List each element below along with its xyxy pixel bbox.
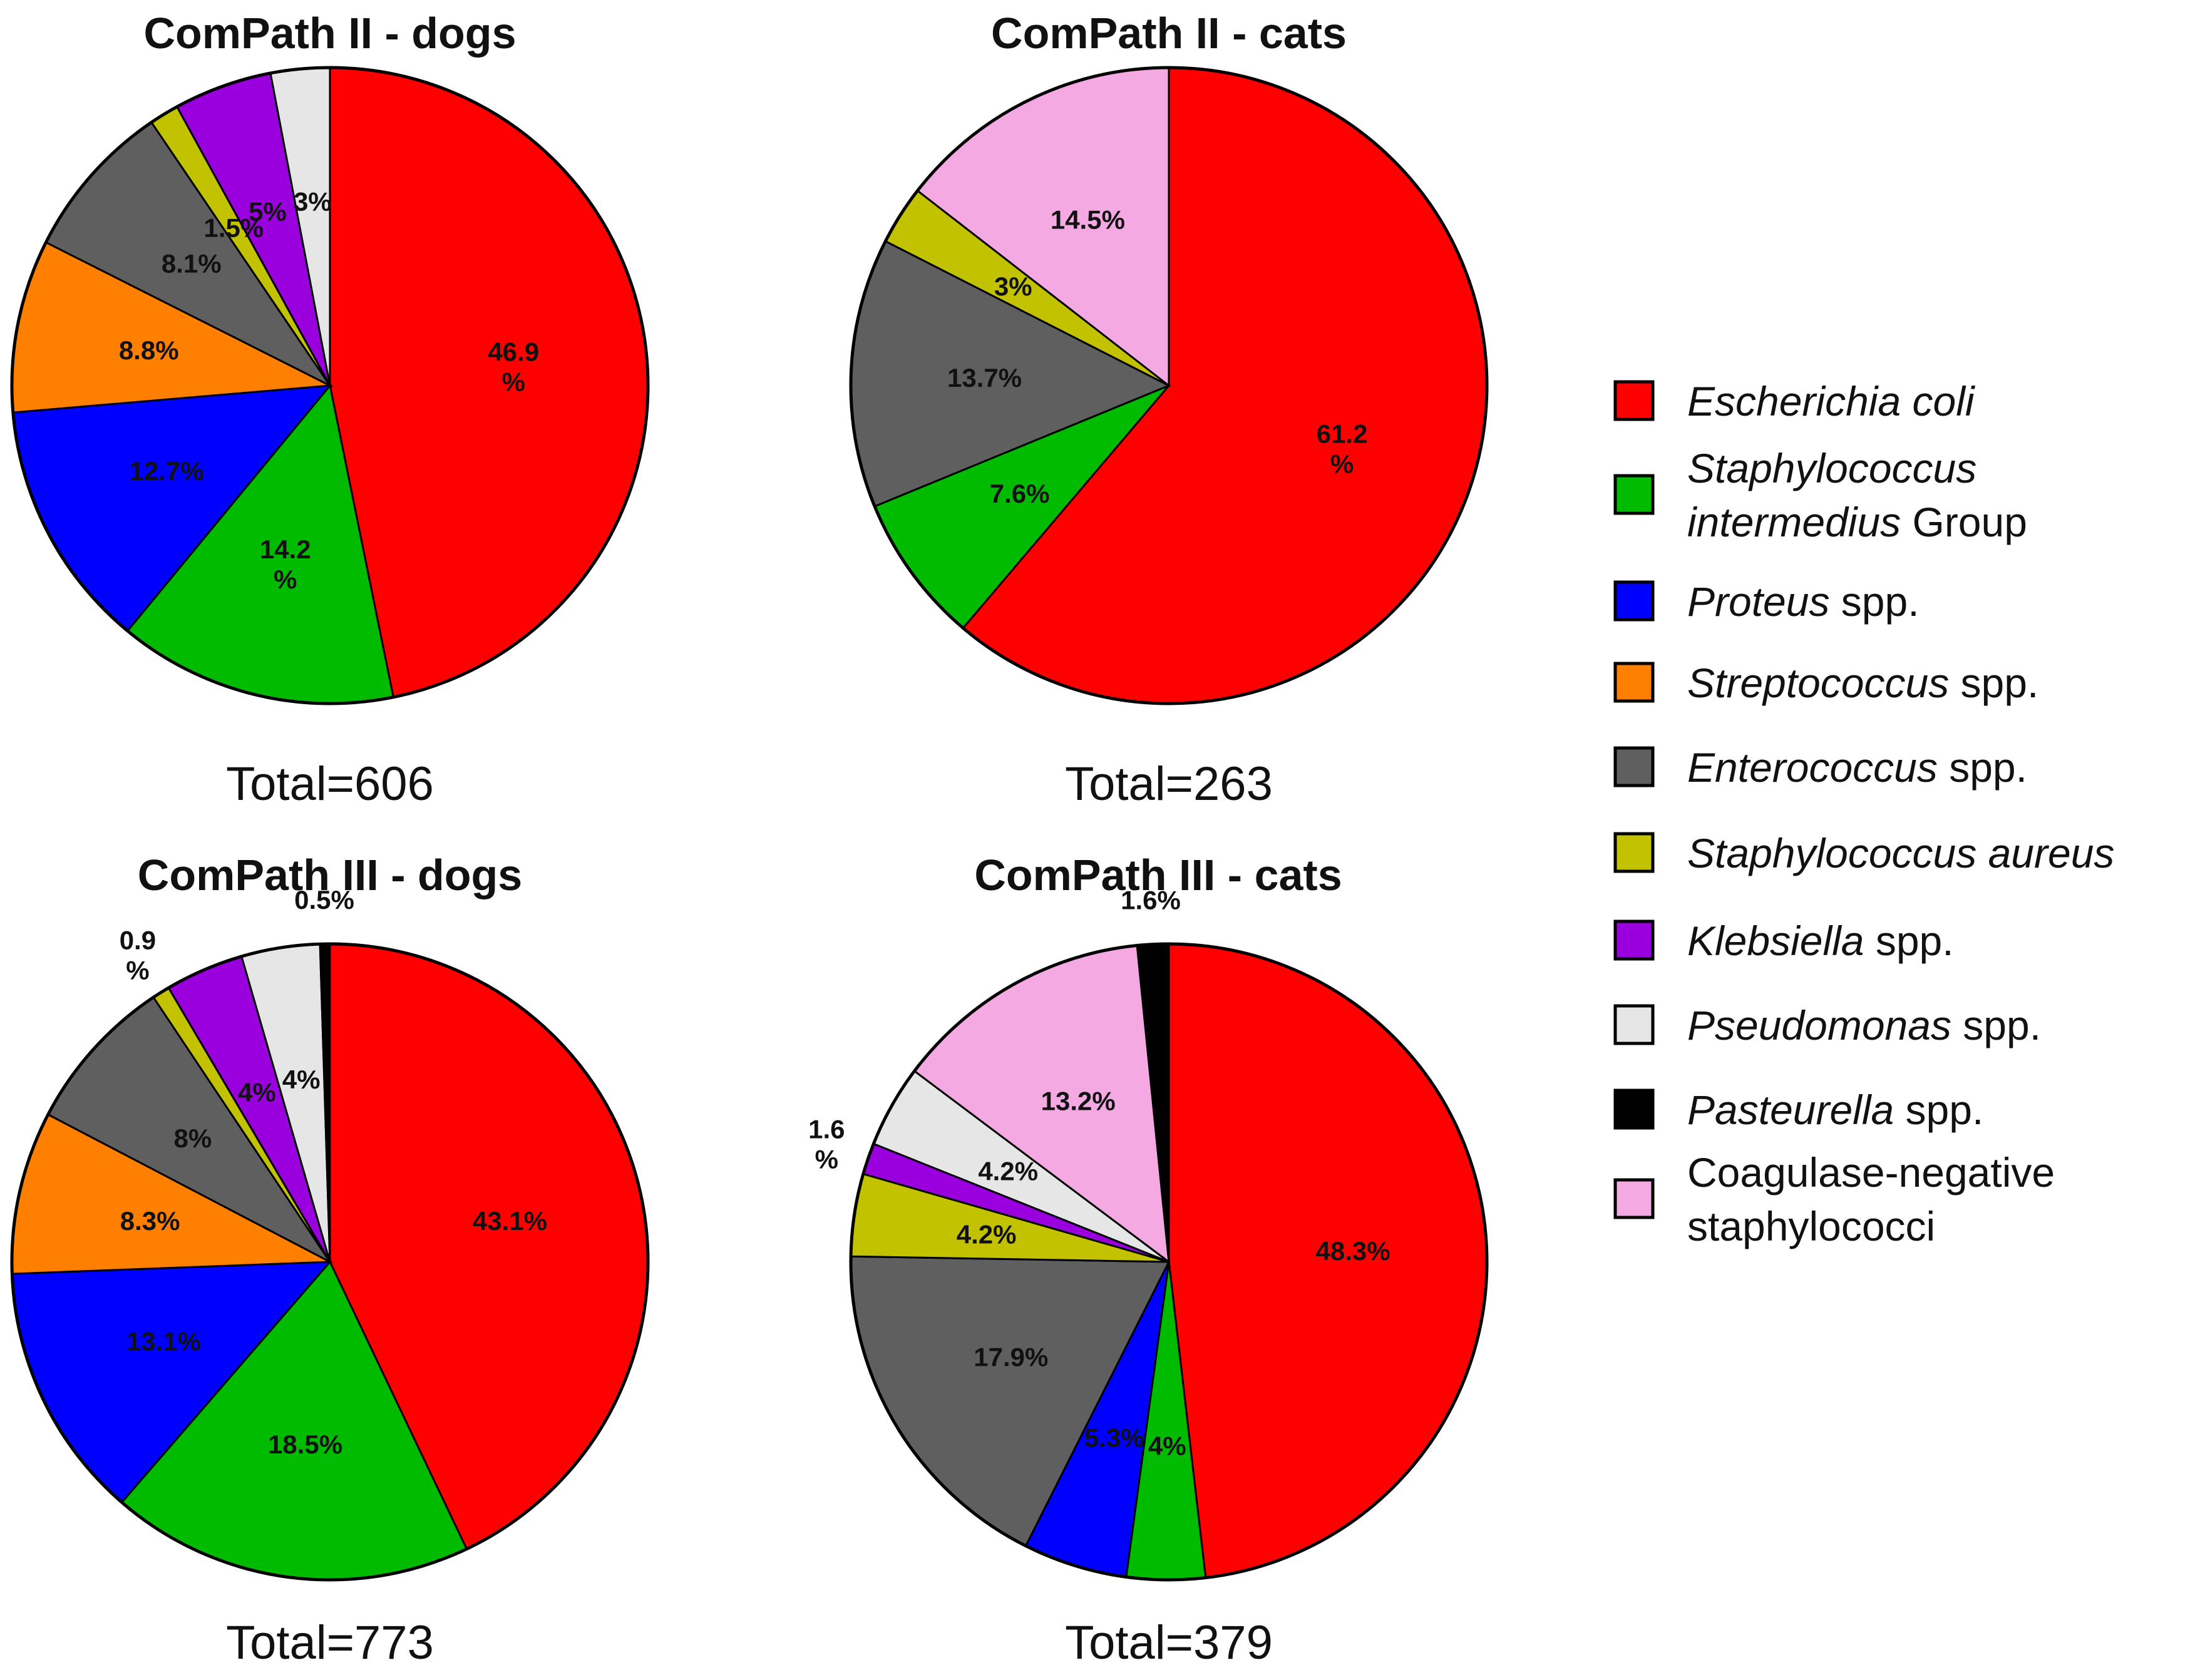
pie-slice-label: 3% [294,187,332,217]
legend-swatch [1613,580,1655,622]
legend-swatch [1613,746,1655,787]
pie-slice-label: 0.5% [294,885,354,914]
pie-slice-label: 46.9% [488,337,539,397]
pie-slice-label: 4% [238,1077,276,1107]
legend-label: Klebsiella spp. [1687,918,1954,964]
legend-item-staphylococcus-intermedius-group: Staphylococcus intermedius Group [1613,445,2027,545]
pie-slice-label: 5.3% [1084,1423,1144,1452]
legend-item-coagulase-negative-staphylococci: Coagulase-negative staphylococci [1613,1149,2055,1249]
legend-item-pasteurella-spp: Pasteurella spp. [1613,1087,1983,1133]
pie-slice-label: 0.9% [120,925,156,985]
legend-swatch [1613,919,1655,961]
pie-slice-label: 14.5% [1051,205,1125,234]
legend-swatch [1613,832,1655,873]
legend-label: Streptococcus spp. [1687,660,2038,706]
legend-label: Staphylococcus intermedius Group [1687,445,2027,545]
pie-total-label: Total=263 [1065,757,1273,811]
pie-slice-labels: 48.3% 4%5.3% 17.9% 4.2% 1.6% 4.2% 13.2% 1.6% [808,886,1390,1461]
pie-slice-label: 13.7% [947,363,1022,392]
pie-slice-labels: 61.2 % 7.6% 13.7% 3% 14.5% [947,205,1367,508]
legend-item-pseudomonas-spp: Pseudomonas spp. [1613,1002,2041,1048]
pie-slice-label: 8.3% [120,1206,180,1236]
pie-outline [849,66,1489,705]
legend-item-streptococcus-spp: Streptococcus spp. [1613,660,2038,706]
legend-swatch [1613,1088,1655,1130]
pie-slice-label: 4.2% [957,1219,1017,1249]
legend: Escherichia coli Staphylococcus intermediu… [1613,378,2114,1249]
pie-outline [10,66,650,705]
pie-outline [849,942,1489,1582]
pie-slices [849,942,1489,1582]
pie-outline [10,942,650,1582]
pie-title: ComPath III - dogs [138,851,522,899]
pie-slice-label: 48.3% [1316,1236,1390,1266]
pie-slice-label: 1.6% [808,1115,845,1174]
pie-slice-label: 13.1% [126,1327,201,1356]
pie-total-label: Total=379 [1065,1616,1273,1669]
legend-swatch [1613,1004,1655,1045]
legend-label: Coagulase-negative staphylococci [1687,1149,2055,1249]
legend-label: Proteus spp. [1687,578,1920,625]
legend-item-proteus-spp: Proteus spp. [1613,578,1920,625]
pie-panel-compath-ii-dogs: ComPath II - dogs 46.9 % 14.2 % 12.7% 8.8% 8.1… [10,9,650,811]
pie-slice-label: 1.5% [203,213,264,243]
pie-slice-label: 4% [282,1065,321,1094]
pie-total-label: Total=606 [226,757,434,811]
legend-label: Enterococcus spp. [1687,744,2027,791]
pie-slice-label: 4.2% [978,1157,1038,1186]
pie-slice-label: 5% [249,197,287,227]
legend-swatch [1613,662,1655,703]
pie-slices [849,66,1489,705]
pie-slice-label: 8% [174,1124,212,1153]
pie-title: ComPath II - dogs [144,9,517,58]
pie-slice-label: 18.5% [268,1430,342,1459]
pie-slice-label: 61.2% [1317,419,1368,479]
pie-slice-label: 7.6% [990,479,1050,508]
pie-slice-escherichia-coli [329,66,649,699]
legend-item-escherichia-coli: Escherichia coli [1613,378,1976,424]
pie-slice-label: 8.8% [119,335,179,365]
legend-swatch [1613,474,1655,515]
pie-slice-label: 17.9% [974,1342,1048,1371]
pie-slice-label: 1.6% [1121,886,1181,915]
legend-label: Escherichia coli [1687,378,1976,424]
pie-slice-label: 8.1% [162,249,222,279]
pie-slice-labels: 46.9 % 14.2 % 12.7% 8.8% 8.1% 1.5%5% 3% [119,187,539,594]
pie-slice-label: 14.2% [260,535,311,594]
pie-title: ComPath III - cats [974,851,1342,899]
pie-slice-label: 43.1% [473,1206,547,1236]
legend-item-klebsiella-spp: Klebsiella spp. [1613,918,1954,964]
legend-swatch [1613,380,1655,421]
pie-panel-compath-ii-cats: ComPath II - cats 61.2 %7.6%13.7%3%14.5% … [849,9,1489,811]
legend-item-staphylococcus-aureus: Staphylococcus aureus [1613,830,2114,876]
legend-item-enterococcus-spp: Enterococcus spp. [1613,744,2027,791]
pie-slice-label: 13.2% [1041,1086,1116,1115]
pie-slice-label: 12.7% [129,456,203,486]
legend-label: Pseudomonas spp. [1687,1002,2041,1048]
pie-title: ComPath II - cats [991,9,1347,58]
pie-slice-label: 4% [1148,1432,1186,1461]
pie-slice-label: 3% [994,272,1032,301]
pie-panel-compath-iii-dogs: ComPath III - dogs 43.1% 18.5% 13.1% 8.3% 8%… [10,851,650,1669]
legend-label: Pasteurella spp. [1687,1087,1983,1133]
pie-total-label: Total=773 [226,1616,434,1669]
legend-swatch [1613,1178,1655,1219]
pie-panel-compath-iii-cats: ComPath III - cats 48.3% 4%5.3% 17.9% 4.2% 1… [808,851,1489,1669]
pie-slices [10,942,650,1582]
pie-slices [10,66,650,705]
pie-slice-labels: 43.1% 18.5% 13.1% 8.3% 8% 0.9 % 4% 4% 0.5% [120,885,547,1459]
legend-label: Staphylococcus aureus [1687,830,2114,876]
